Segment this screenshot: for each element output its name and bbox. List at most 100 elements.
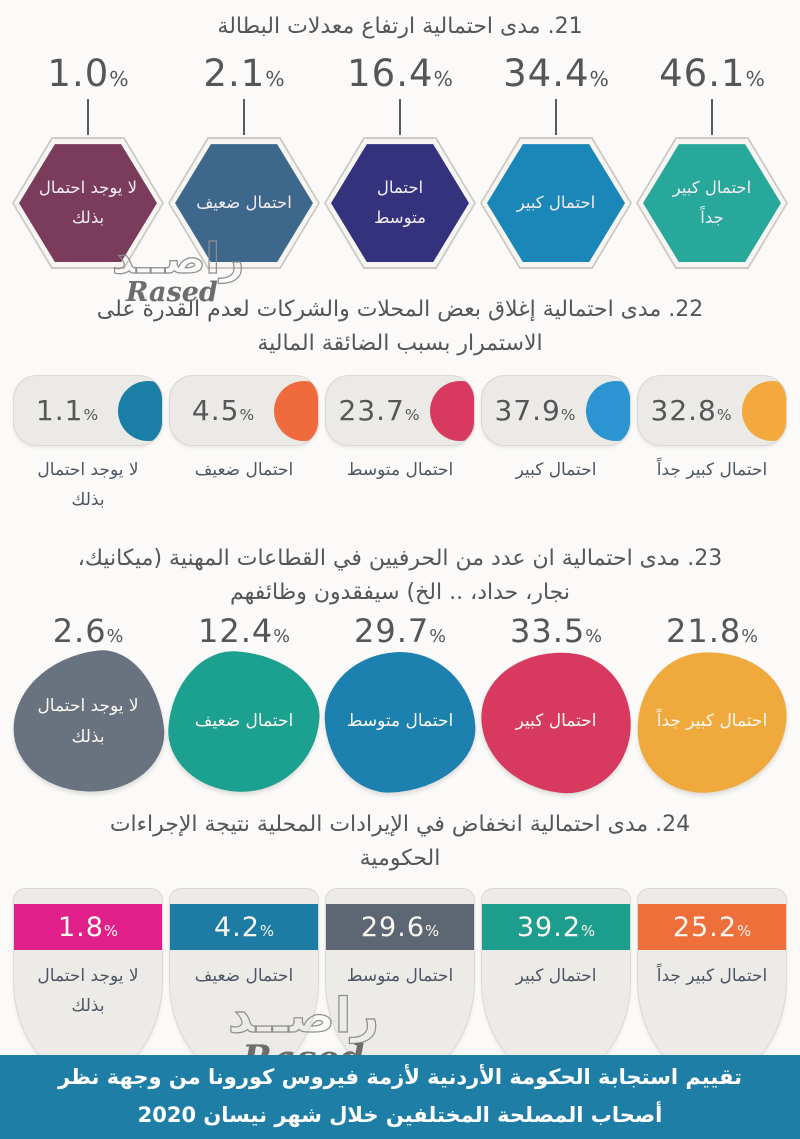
percent-sign: %	[716, 406, 732, 425]
percentage: 1.1%	[36, 394, 98, 427]
percentage: 2.1%	[203, 52, 284, 95]
section-q21: 21. مدى احتمالية ارتفاع معدلات البطالة 1…	[0, 0, 800, 270]
probability-label: احتمال كبير جداً	[656, 460, 768, 481]
section-q23-title: 23. مدى احتمالية ان عدد من الحرفيين في ا…	[77, 545, 723, 605]
shield-card: 25.2% احتمال كبير جداً	[637, 888, 787, 1081]
section-q22: 22. مدى احتمالية إغلاق بعض المحلات والشر…	[0, 293, 800, 516]
percent-number: 2.6	[52, 611, 107, 650]
color-band: 29.6%	[326, 904, 474, 951]
percentage: 37.9%	[495, 394, 576, 427]
probability-item: 4.5% احتمال ضعيف	[168, 375, 320, 516]
probability-label: احتمال متوسط	[346, 460, 454, 481]
footer-text: تقييم استجابة الحكومة الأردنية لأزمة فير…	[58, 1065, 742, 1127]
percentage: 46.1%	[659, 52, 765, 95]
pill-card: 4.5%	[169, 375, 319, 447]
hexagon-shape: احتمال ضعيف	[168, 137, 320, 270]
section-q24: 24. مدى احتمالية انخفاض في الإيرادات الم…	[0, 808, 800, 1081]
percent-number: 29.6	[360, 911, 425, 943]
hexagon-shape: احتمال كبير جداً	[636, 137, 788, 270]
probability-label: احتمال كبير جداً	[672, 178, 752, 228]
pill-card: 23.7%	[325, 375, 475, 447]
probability-item: 23.7% احتمال متوسط	[324, 375, 476, 516]
probability-label: لا يوجد احتمال بذلك	[37, 966, 139, 1016]
connector-line	[243, 99, 245, 136]
pill-card: 37.9%	[481, 375, 631, 447]
percent-number: 34.4	[503, 52, 590, 96]
percentage: 29.7%	[354, 612, 446, 650]
probability-label: احتمال كبير جداً	[656, 966, 768, 987]
color-band: 39.2%	[482, 904, 630, 951]
percent-sign: %	[265, 67, 285, 92]
pill-row: 1.1% لا يوجد احتمال بذلك 4.5% احتمال ضعي…	[0, 375, 800, 516]
percentage: 21.8%	[666, 612, 758, 650]
shield-card: 1.8% لا يوجد احتمال بذلك	[13, 888, 163, 1081]
percentage: 32.8%	[651, 394, 732, 427]
probability-item: 1.8% لا يوجد احتمال بذلك	[12, 888, 164, 1081]
probability-item: 4.2% احتمال ضعيف	[168, 888, 320, 1081]
percentage: 29.6%	[361, 912, 439, 943]
blob-shape: لا يوجد احتمال بذلك	[6, 644, 170, 800]
connector-line	[87, 99, 89, 136]
color-dot	[586, 380, 630, 441]
hexagon-row: 1.0% لا يوجد احتمال بذلك 2.1% احتمال ضعي…	[0, 44, 800, 270]
color-dot	[118, 380, 162, 441]
probability-label: احتمال كبير	[515, 966, 597, 987]
percent-number: 33.5	[510, 611, 586, 650]
probability-item: 39.2% احتمال كبير	[480, 888, 632, 1081]
probability-item: 32.8% احتمال كبير جداً	[636, 375, 788, 516]
color-band: 1.8%	[14, 904, 162, 951]
probability-item: 16.4% احتمال متوسط	[324, 44, 476, 270]
percentage: 39.2%	[517, 912, 595, 943]
probability-label: لا يوجد احتمال بذلك	[38, 178, 138, 228]
percent-number: 4.5	[191, 394, 240, 428]
percent-number: 25.2	[672, 911, 737, 943]
blob-shape: احتمال متوسط	[321, 648, 479, 796]
percent-sign: %	[737, 921, 752, 940]
probability-label: احتمال متوسط	[346, 966, 454, 987]
probability-label: لا يوجد احتمال بذلك	[37, 460, 139, 511]
hexagon-shape: لا يوجد احتمال بذلك	[12, 137, 164, 270]
hexagon-shape: احتمال متوسط	[324, 137, 476, 270]
color-band: 4.2%	[170, 904, 318, 951]
percent-sign: %	[109, 67, 129, 92]
color-band: 25.2%	[638, 904, 786, 951]
percent-number: 29.7	[354, 611, 430, 650]
probability-item: 33.5% احتمال كبير	[474, 611, 638, 800]
probability-label: لا يوجد احتمال بذلك	[37, 695, 139, 747]
percent-sign: %	[741, 626, 758, 647]
percent-sign: %	[745, 67, 765, 92]
probability-label: احتمال ضعيف	[196, 193, 292, 213]
percent-number: 32.8	[650, 394, 717, 428]
percentage: 4.5%	[192, 394, 254, 427]
blob-row: 2.6% لا يوجد احتمال بذلك 12.4% احتمال ضع…	[0, 611, 800, 800]
probability-item: 2.1% احتمال ضعيف	[168, 44, 320, 270]
percent-number: 23.7	[338, 394, 405, 428]
percent-sign: %	[106, 626, 124, 647]
probability-label: احتمال ضعيف	[194, 460, 294, 481]
blob-shape: احتمال كبير	[474, 644, 638, 800]
percentage: 1.8%	[58, 912, 118, 943]
percent-sign: %	[585, 626, 602, 647]
probability-item: 25.2% احتمال كبير جداً	[636, 888, 788, 1081]
percent-number: 2.1	[203, 52, 266, 96]
shield-card: 29.6% احتمال متوسط	[325, 888, 475, 1081]
percentage: 25.2%	[673, 912, 751, 943]
section-q21-title: 21. مدى احتمالية ارتفاع معدلات البطالة	[217, 14, 583, 39]
blob-shape: احتمال كبير جداً	[631, 645, 793, 799]
percent-sign: %	[429, 626, 446, 647]
percent-number: 46.1	[659, 52, 746, 96]
probability-label: احتمال ضعيف	[194, 711, 294, 732]
probability-label: احتمال كبير	[515, 711, 597, 732]
percent-number: 1.0	[47, 52, 110, 96]
pill-card: 1.1%	[13, 375, 163, 447]
shield-card: 39.2% احتمال كبير	[481, 888, 631, 1081]
percent-number: 37.9	[494, 394, 561, 428]
percent-number: 4.2	[213, 911, 260, 943]
pill-card: 32.8%	[637, 375, 787, 447]
color-dot	[274, 380, 318, 441]
hexagon-shape: احتمال كبير	[480, 137, 632, 270]
probability-item: 29.7% احتمال متوسط	[321, 612, 479, 796]
percent-sign: %	[83, 406, 99, 425]
section-q24-title: 24. مدى احتمالية انخفاض في الإيرادات الم…	[109, 811, 691, 872]
